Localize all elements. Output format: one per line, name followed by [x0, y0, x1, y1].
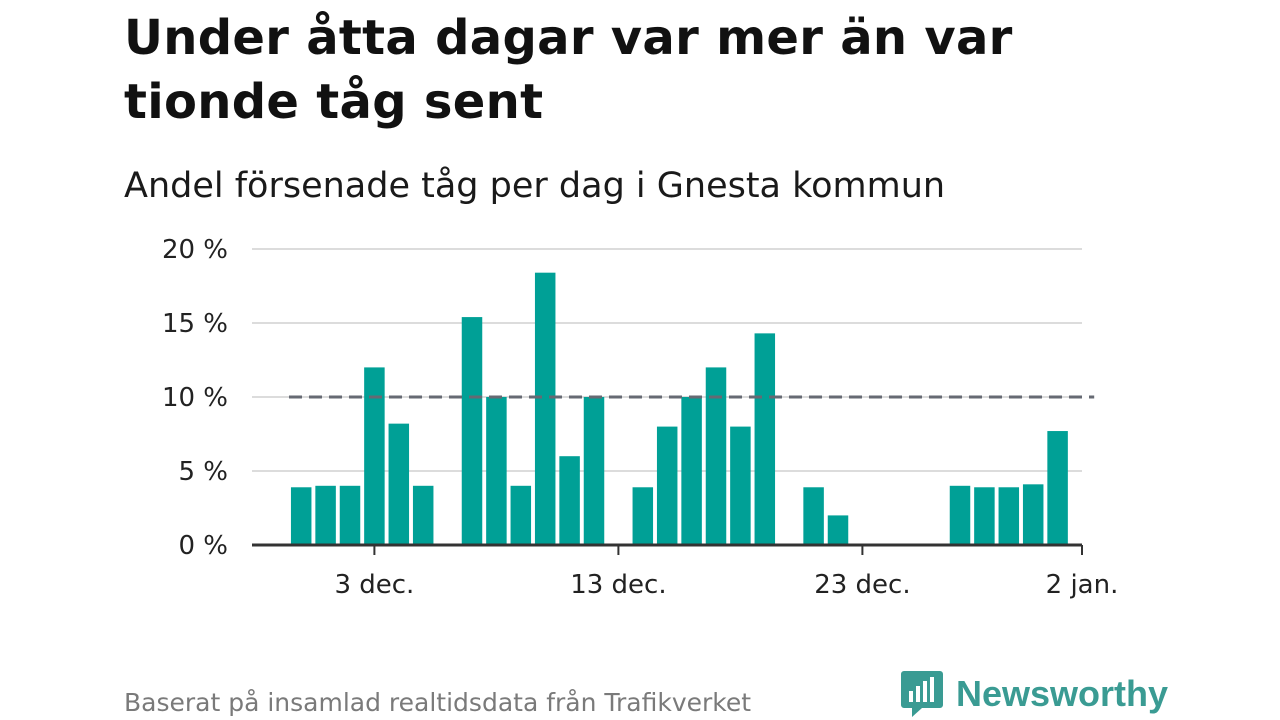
bar[interactable] — [1022, 484, 1044, 545]
bar[interactable] — [583, 397, 605, 545]
y-tick-label: 0 % — [178, 531, 228, 561]
chart-subtitle: Andel försenade tåg per dag i Gnesta kom… — [124, 166, 946, 206]
bar[interactable] — [315, 485, 336, 545]
bar[interactable] — [730, 426, 751, 545]
x-tick-label: 2 jan. — [1046, 570, 1119, 600]
bar[interactable] — [486, 397, 507, 545]
bar[interactable] — [656, 426, 678, 545]
y-tick-label: 20 % — [162, 235, 228, 265]
source-note: Baserat på insamlad realtidsdata från Tr… — [124, 688, 752, 717]
bar[interactable] — [412, 485, 434, 545]
bar[interactable] — [632, 487, 654, 545]
chart-headline: Under åtta dagar var mer än var tionde t… — [124, 10, 1013, 130]
x-tick-label: 3 dec. — [334, 570, 414, 600]
bar[interactable] — [974, 487, 995, 545]
bar[interactable] — [534, 272, 556, 545]
brand-logo[interactable]: Newsworthy — [900, 668, 1168, 720]
x-tick-label: 23 dec. — [814, 570, 910, 600]
y-tick-label: 5 % — [178, 457, 228, 487]
bar[interactable] — [364, 367, 385, 545]
bar[interactable] — [290, 487, 312, 545]
bar[interactable] — [827, 515, 849, 545]
bar[interactable] — [559, 456, 580, 545]
bar[interactable] — [388, 423, 410, 545]
bar[interactable] — [705, 367, 727, 545]
bar[interactable] — [681, 397, 702, 545]
bar[interactable] — [803, 487, 824, 545]
bar[interactable] — [1047, 431, 1068, 545]
bar[interactable] — [754, 333, 776, 545]
bar[interactable] — [510, 485, 532, 545]
bar[interactable] — [949, 485, 971, 545]
newsworthy-logo-icon — [901, 671, 943, 717]
y-tick-label: 10 % — [162, 383, 228, 413]
x-tick-label: 13 dec. — [570, 570, 666, 600]
bar[interactable] — [998, 487, 1020, 545]
bar[interactable] — [339, 485, 361, 545]
y-tick-label: 15 % — [162, 309, 228, 339]
brand-name: Newsworthy — [956, 673, 1169, 714]
bar[interactable] — [461, 317, 483, 545]
